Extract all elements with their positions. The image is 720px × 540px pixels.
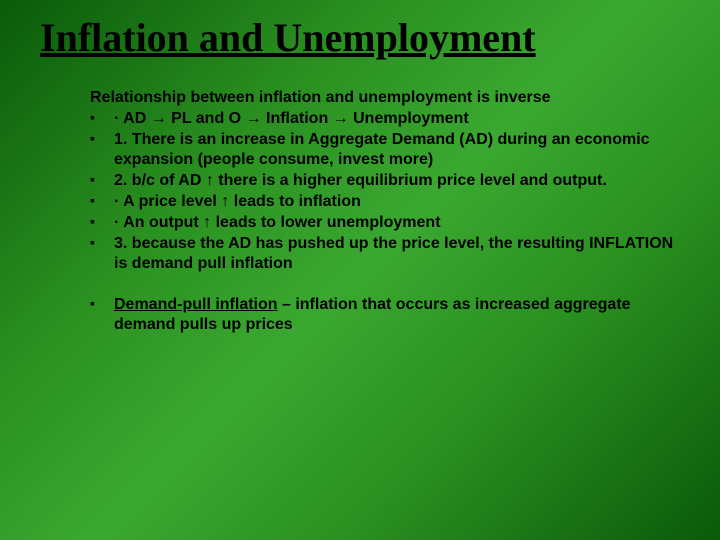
bullet-list-main: · AD → PL and O → Inflation → Unemployme…: [90, 109, 680, 274]
bullet-item: · A price level ↑ leads to inflation: [90, 192, 680, 212]
slide-container: Inflation and Unemployment Relationship …: [0, 0, 720, 540]
bullet-item: 3. because the AD has pushed up the pric…: [90, 234, 680, 274]
bullet-item: · AD → PL and O → Inflation → Unemployme…: [90, 109, 680, 129]
slide-content: Relationship between inflation and unemp…: [40, 89, 680, 335]
bullet-list-definition: Demand-pull inflation – inflation that o…: [90, 295, 680, 335]
definition-term: Demand-pull inflation: [114, 296, 278, 313]
bullet-item: · An output ↑ leads to lower unemploymen…: [90, 213, 680, 233]
slide-title: Inflation and Unemployment: [40, 15, 680, 61]
spacer: [90, 275, 680, 295]
intro-text: Relationship between inflation and unemp…: [90, 89, 680, 107]
bullet-item: 2. b/c of AD ↑ there is a higher equilib…: [90, 171, 680, 191]
bullet-item: 1. There is an increase in Aggregate Dem…: [90, 130, 680, 170]
definition-item: Demand-pull inflation – inflation that o…: [90, 295, 680, 335]
